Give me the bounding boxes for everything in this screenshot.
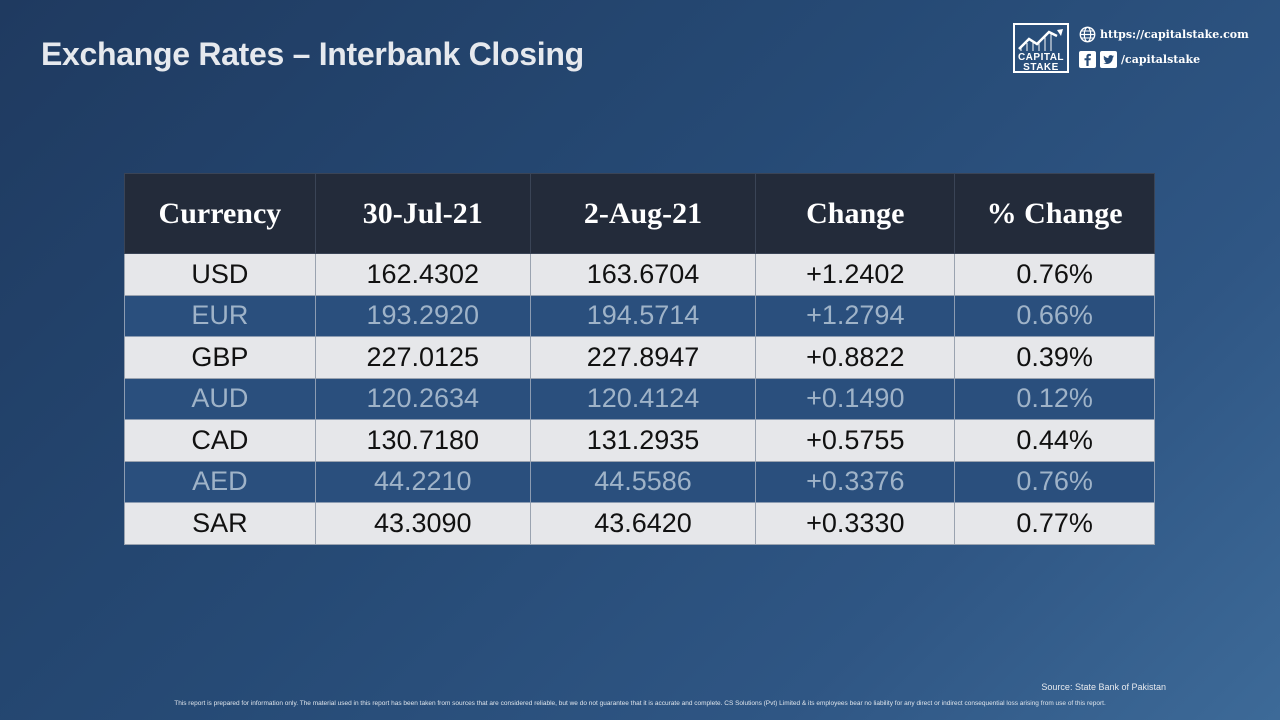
cell-pct-change: 0.39% bbox=[954, 336, 1155, 379]
cell-rate-curr: 227.8947 bbox=[529, 336, 757, 379]
cell-pct-change: 0.76% bbox=[954, 253, 1155, 296]
cell-change: +0.5755 bbox=[755, 419, 956, 462]
table-header-row: Currency 30-Jul-21 2-Aug-21 Change % Cha… bbox=[124, 173, 1155, 254]
cell-rate-curr: 163.6704 bbox=[529, 253, 757, 296]
social-handle[interactable]: /capitalstake bbox=[1121, 53, 1201, 66]
brand-block: CAPITAL STAKE https://capitalstake.com /… bbox=[1013, 23, 1249, 75]
col-header-currency: Currency bbox=[124, 173, 316, 254]
table-row: AED 44.2210 44.5586 +0.3376 0.76% bbox=[124, 460, 1155, 503]
cell-change: +1.2794 bbox=[755, 294, 956, 337]
table-row: AUD 120.2634 120.4124 +0.1490 0.12% bbox=[124, 377, 1155, 420]
cell-currency: GBP bbox=[124, 336, 316, 379]
page-title: Exchange Rates – Interbank Closing bbox=[41, 36, 584, 72]
cell-pct-change: 0.76% bbox=[954, 460, 1155, 503]
table-row: EUR 193.2920 194.5714 +1.2794 0.66% bbox=[124, 294, 1155, 337]
logo-text-stake: STAKE bbox=[1023, 62, 1059, 73]
cell-currency: AED bbox=[124, 460, 316, 503]
cell-currency: EUR bbox=[124, 294, 316, 337]
cell-pct-change: 0.77% bbox=[954, 502, 1155, 545]
social-row[interactable]: /capitalstake bbox=[1079, 51, 1200, 68]
exchange-rates-table: Currency 30-Jul-21 2-Aug-21 Change % Cha… bbox=[124, 173, 1155, 545]
cell-rate-prev: 193.2920 bbox=[314, 294, 531, 337]
table-row: USD 162.4302 163.6704 +1.2402 0.76% bbox=[124, 253, 1155, 296]
facebook-icon[interactable] bbox=[1079, 51, 1096, 68]
capitalstake-logo: CAPITAL STAKE bbox=[1013, 23, 1069, 73]
table-row: SAR 43.3090 43.6420 +0.3330 0.77% bbox=[124, 502, 1155, 545]
cell-rate-prev: 120.2634 bbox=[314, 377, 531, 420]
table-row: CAD 130.7180 131.2935 +0.5755 0.44% bbox=[124, 419, 1155, 462]
cell-change: +0.1490 bbox=[755, 377, 956, 420]
cell-rate-prev: 44.2210 bbox=[314, 460, 531, 503]
cell-change: +1.2402 bbox=[755, 253, 956, 296]
table-row: GBP 227.0125 227.8947 +0.8822 0.39% bbox=[124, 336, 1155, 379]
cell-rate-curr: 131.2935 bbox=[529, 419, 757, 462]
cell-rate-prev: 43.3090 bbox=[314, 502, 531, 545]
cell-rate-curr: 194.5714 bbox=[529, 294, 757, 337]
cell-currency: CAD bbox=[124, 419, 316, 462]
cell-currency: AUD bbox=[124, 377, 316, 420]
website-row[interactable]: https://capitalstake.com bbox=[1079, 26, 1249, 43]
logo-text-capital: CAPITAL bbox=[1017, 52, 1065, 63]
cell-pct-change: 0.44% bbox=[954, 419, 1155, 462]
col-header-pct-change: % Change bbox=[954, 173, 1155, 254]
cell-change: +0.8822 bbox=[755, 336, 956, 379]
cell-pct-change: 0.12% bbox=[954, 377, 1155, 420]
cell-currency: USD bbox=[124, 253, 316, 296]
disclaimer-text: This report is prepared for information … bbox=[174, 700, 1106, 707]
cell-rate-prev: 162.4302 bbox=[314, 253, 531, 296]
globe-icon bbox=[1079, 26, 1096, 43]
col-header-date2: 2-Aug-21 bbox=[529, 173, 757, 254]
cell-rate-prev: 130.7180 bbox=[314, 419, 531, 462]
cell-rate-curr: 44.5586 bbox=[529, 460, 757, 503]
col-header-change: Change bbox=[755, 173, 956, 254]
cell-rate-prev: 227.0125 bbox=[314, 336, 531, 379]
twitter-icon[interactable] bbox=[1100, 51, 1117, 68]
col-header-date1: 30-Jul-21 bbox=[314, 173, 531, 254]
cell-rate-curr: 43.6420 bbox=[529, 502, 757, 545]
chart-logo-icon bbox=[1018, 29, 1063, 51]
cell-currency: SAR bbox=[124, 502, 316, 545]
cell-rate-curr: 120.4124 bbox=[529, 377, 757, 420]
cell-change: +0.3376 bbox=[755, 460, 956, 503]
cell-pct-change: 0.66% bbox=[954, 294, 1155, 337]
source-note: Source: State Bank of Pakistan bbox=[1041, 682, 1166, 692]
website-link[interactable]: https://capitalstake.com bbox=[1100, 28, 1249, 41]
cell-change: +0.3330 bbox=[755, 502, 956, 545]
